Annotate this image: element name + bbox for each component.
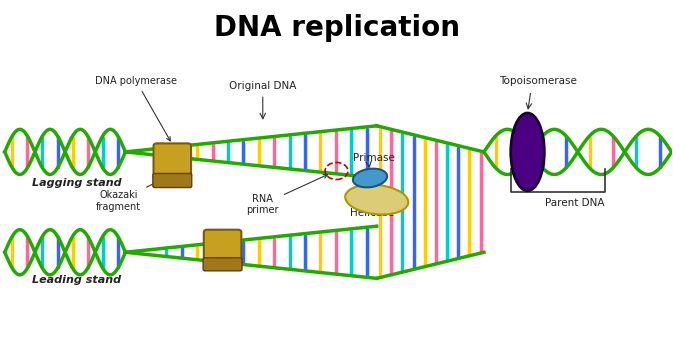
Text: Okazaki
fragment: Okazaki fragment [96,170,182,212]
Ellipse shape [345,185,409,215]
FancyBboxPatch shape [153,173,192,188]
Text: Helicase: Helicase [350,208,394,218]
Text: Leading stand: Leading stand [32,275,120,285]
Text: Primase: Primase [353,153,395,163]
Text: Original DNA: Original DNA [229,81,297,91]
FancyBboxPatch shape [204,230,242,263]
Text: RNA
primer: RNA primer [246,175,328,215]
Text: DNA replication: DNA replication [213,14,460,42]
Text: Parent DNA: Parent DNA [544,198,604,208]
Ellipse shape [511,113,544,191]
Text: Lagging stand: Lagging stand [32,178,121,188]
FancyBboxPatch shape [153,143,191,178]
Text: Topoisomerase: Topoisomerase [499,76,577,86]
Ellipse shape [353,169,387,187]
FancyBboxPatch shape [203,258,242,271]
Text: DNA polymerase: DNA polymerase [95,76,177,141]
